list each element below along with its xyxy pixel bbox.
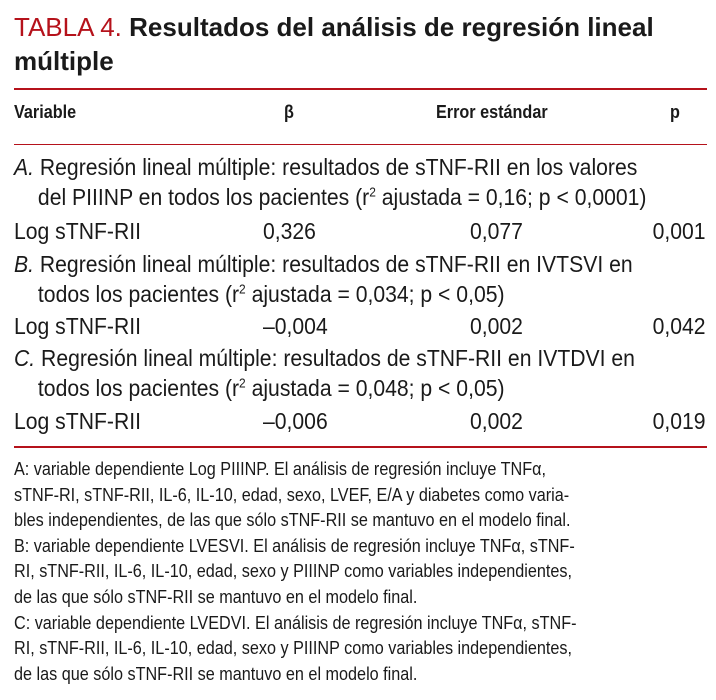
section-letter: C. bbox=[14, 345, 36, 371]
footnote-line: bles independientes, de las que sólo sTN… bbox=[14, 510, 571, 531]
footnote-line: RI, sTNF-RII, IL-6, IL-10, edad, sexo y … bbox=[14, 638, 572, 659]
cell-error: 0,077 bbox=[470, 218, 523, 244]
section-a-caption: A. Regresión lineal múltiple: resultados… bbox=[14, 152, 706, 212]
section-caption-line2: todos los pacientes (r bbox=[37, 281, 240, 307]
section-caption-line1: Regresión lineal múltiple: resultados de… bbox=[33, 154, 638, 180]
superscript: 2 bbox=[239, 375, 246, 391]
header-top-rule bbox=[14, 88, 707, 90]
cell-beta: 0,326 bbox=[263, 218, 316, 244]
section-caption-line1: Regresión lineal múltiple: resultados de… bbox=[33, 251, 633, 277]
column-header-error: Error estándar bbox=[436, 102, 548, 122]
cell-error: 0,002 bbox=[470, 313, 523, 339]
cell-p: 0,001 bbox=[653, 218, 706, 244]
section-letter: B. bbox=[14, 251, 34, 277]
superscript: 2 bbox=[239, 281, 246, 297]
section-caption-line1: Regresión lineal múltiple: resultados de… bbox=[35, 345, 635, 371]
cell-p: 0,019 bbox=[653, 408, 706, 434]
column-header-p: p bbox=[670, 102, 680, 122]
table-row: Log sTNF-RII 0,326 0,077 0,001 bbox=[14, 216, 706, 246]
footnote-line: B: variable dependiente LVESVI. El análi… bbox=[14, 535, 575, 556]
table-footnotes: A: variable dependiente Log PIIINP. El a… bbox=[14, 457, 706, 687]
table-title-text: Resultados del análisis de regresión lin… bbox=[14, 12, 654, 76]
footnote-line: de las que sólo sTNF-RII se mantuvo en e… bbox=[14, 586, 418, 607]
cell-variable: Log sTNF-RII bbox=[14, 218, 141, 244]
column-header-variable: Variable bbox=[14, 102, 77, 122]
table-row: Log sTNF-RII –0,006 0,002 0,019 bbox=[14, 406, 706, 436]
cell-beta: –0,006 bbox=[263, 408, 328, 434]
section-b-caption: B. Regresión lineal múltiple: resultados… bbox=[14, 249, 706, 309]
table-number-label: TABLA 4. bbox=[14, 12, 122, 42]
table-title: TABLA 4. Resultados del análisis de regr… bbox=[14, 10, 704, 78]
cell-beta: –0,004 bbox=[263, 313, 328, 339]
superscript: 2 bbox=[369, 184, 376, 200]
section-letter: A. bbox=[14, 154, 34, 180]
footnote-line: de las que sólo sTNF-RII se mantuvo en e… bbox=[14, 663, 418, 684]
section-caption-line2-end: ajustada = 0,034; p < 0,05) bbox=[245, 281, 505, 307]
footnote-line: A: variable dependiente Log PIIINP. El a… bbox=[14, 459, 546, 479]
section-caption-line2: del PIIINP en todos los pacientes (r bbox=[37, 184, 370, 210]
footnote-line: C: variable dependiente LVEDVI. El análi… bbox=[14, 612, 577, 633]
cell-error: 0,002 bbox=[470, 408, 523, 434]
footnote-line: sTNF-RI, sTNF-RII, IL-6, IL-10, edad, se… bbox=[14, 484, 570, 505]
cell-variable: Log sTNF-RII bbox=[14, 313, 141, 339]
footnote-line: RI, sTNF-RII, IL-6, IL-10, edad, sexo y … bbox=[14, 561, 572, 582]
column-header-beta: β bbox=[284, 102, 294, 122]
table-row: Log sTNF-RII –0,004 0,002 0,042 bbox=[14, 311, 706, 341]
section-caption-line2-end: ajustada = 0,16; p < 0,0001) bbox=[375, 184, 647, 210]
header-bottom-rule bbox=[14, 144, 707, 145]
table-bottom-rule bbox=[14, 446, 707, 448]
section-c-caption: C. Regresión lineal múltiple: resultados… bbox=[14, 343, 706, 403]
cell-p: 0,042 bbox=[653, 313, 706, 339]
section-caption-line2-end: ajustada = 0,048; p < 0,05) bbox=[245, 375, 505, 401]
section-caption-line2: todos los pacientes (r bbox=[37, 375, 240, 401]
cell-variable: Log sTNF-RII bbox=[14, 408, 141, 434]
